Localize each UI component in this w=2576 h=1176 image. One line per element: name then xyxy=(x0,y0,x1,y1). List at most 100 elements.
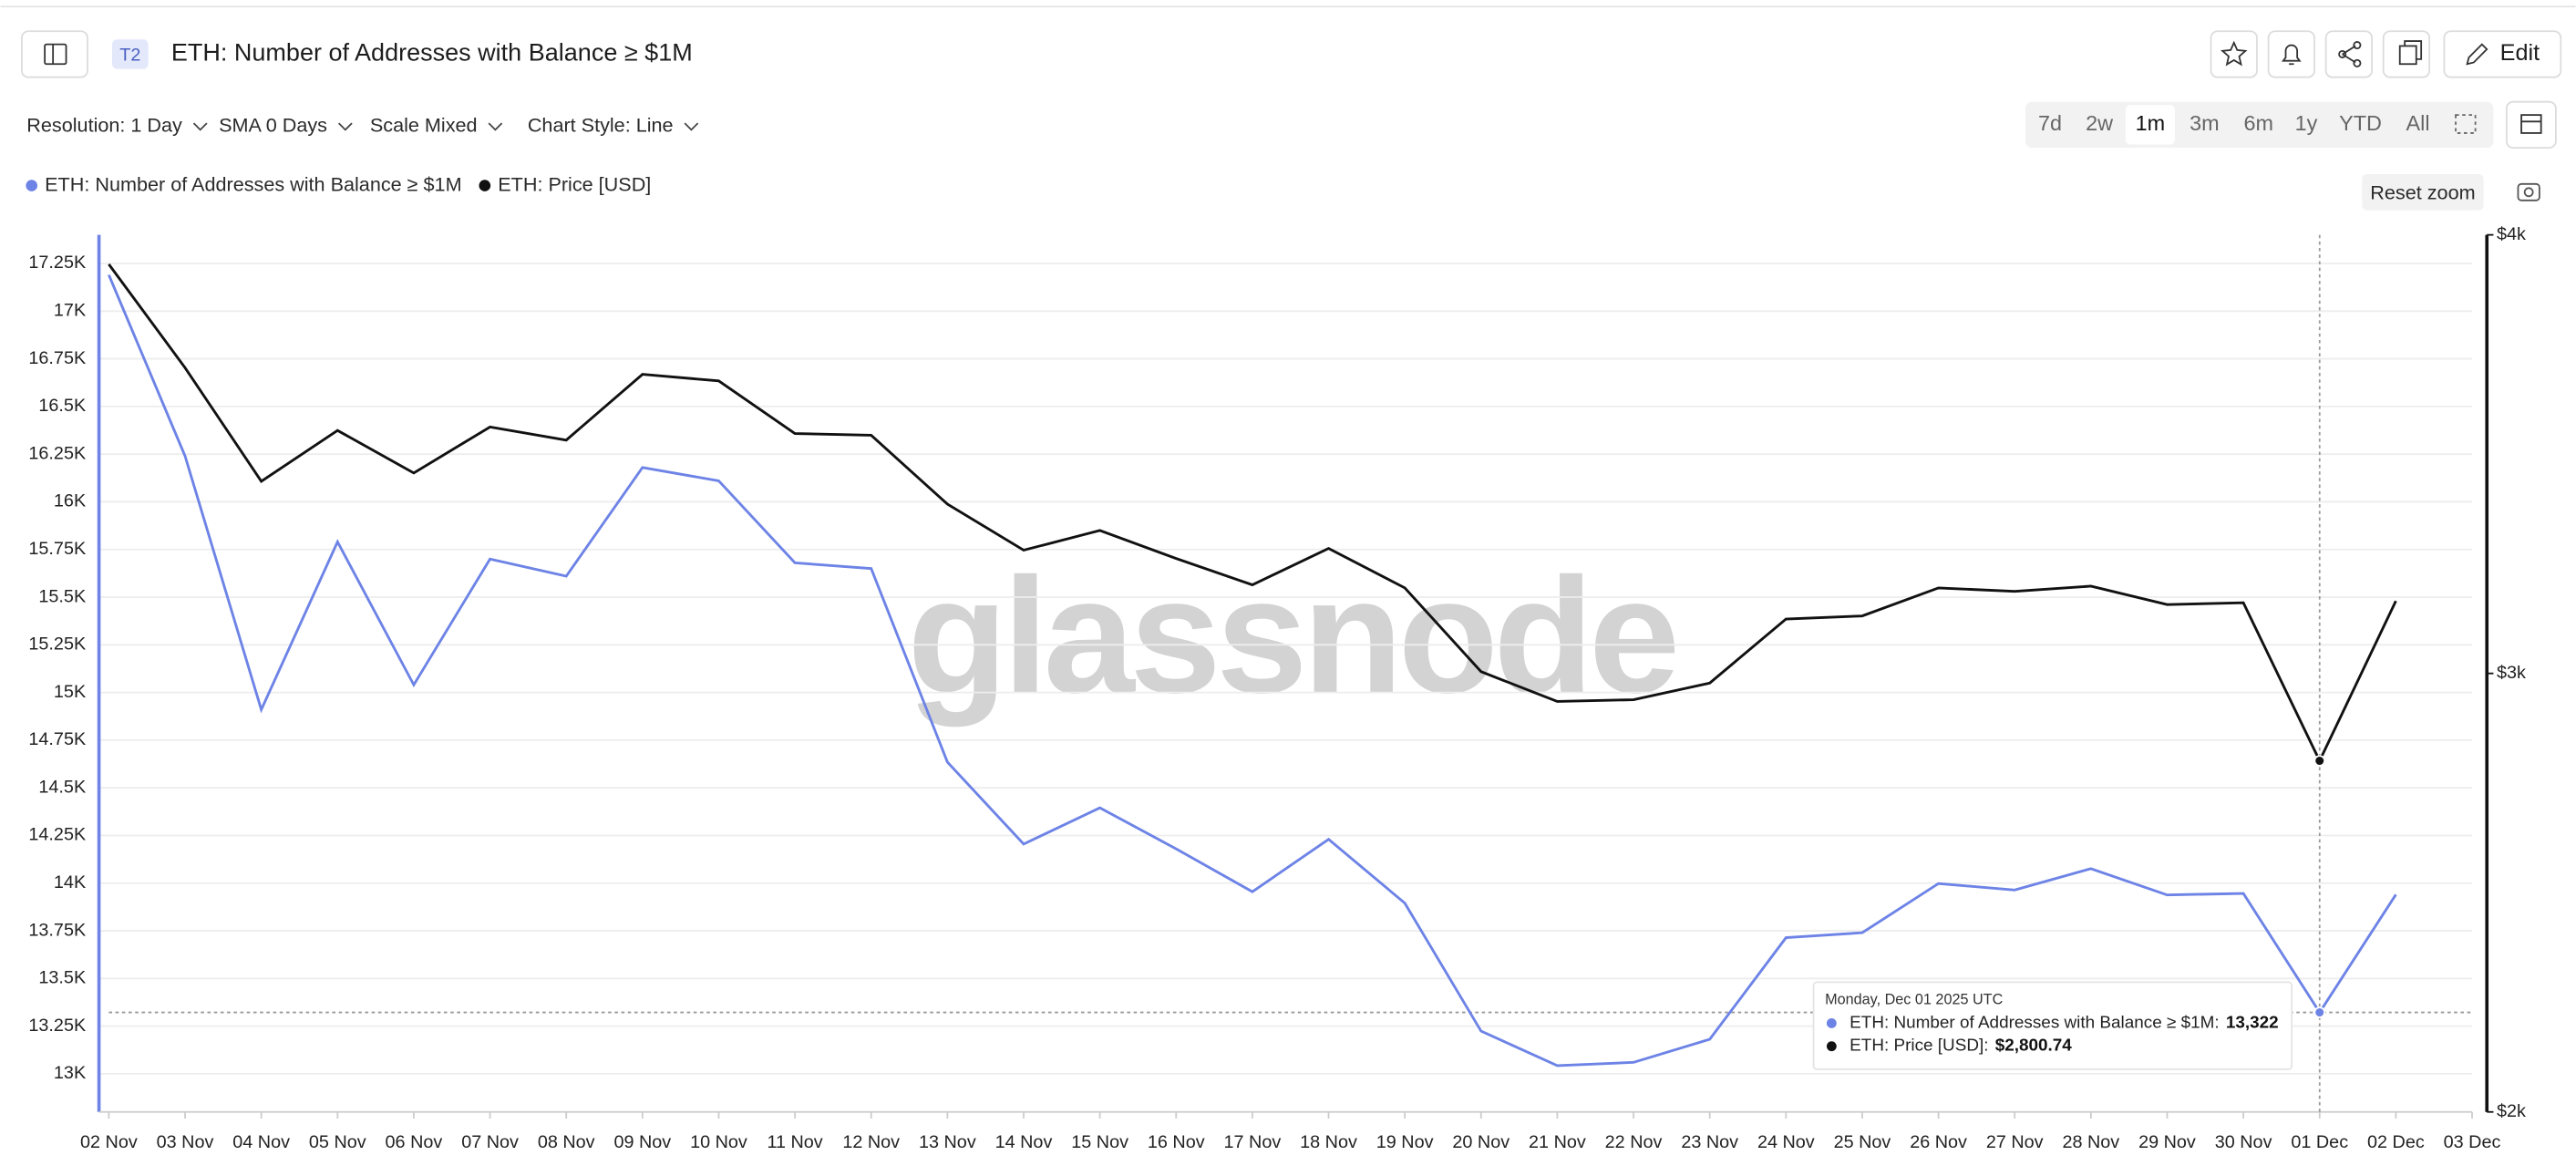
sidebar-icon xyxy=(44,43,67,66)
x-tick-label: 18 Nov xyxy=(1300,1132,1357,1152)
x-tick-label: 14 Nov xyxy=(995,1132,1053,1152)
badge: T2 xyxy=(119,45,140,65)
controls: Resolution: 1 Day SMA 0 Days Scale Mixed Ch… xyxy=(26,113,699,136)
calendar-button[interactable] xyxy=(2505,100,2557,150)
bell-icon xyxy=(2282,44,2302,66)
edit-button[interactable] xyxy=(2443,30,2562,78)
range-buttons: 7d 2w 1m 3m 6m 1y YTD All xyxy=(2038,105,2430,145)
control-label[interactable]: Chart Style: Line xyxy=(528,113,674,136)
x-tick-label: 09 Nov xyxy=(613,1132,671,1152)
x-tick-label: 22 Nov xyxy=(1605,1132,1663,1152)
x-tick-label: 20 Nov xyxy=(1452,1132,1510,1152)
y-tick-label: 16K xyxy=(54,491,86,511)
tooltip-dot xyxy=(1826,1041,1837,1052)
tooltip-label: ETH: Number of Addresses with Balance ≥ … xyxy=(1850,1013,2219,1032)
y-tick-label: 16.75K xyxy=(28,348,86,368)
y-tick-label: 14K xyxy=(54,872,86,892)
header: T2 ETH: Number of Addresses with Balance… xyxy=(21,30,2562,78)
copy-button[interactable] xyxy=(2382,30,2431,78)
range-active-bg xyxy=(2125,105,2175,145)
hover-point xyxy=(2313,1006,2326,1018)
pencil-icon xyxy=(2466,43,2488,66)
tooltip: Monday, Dec 01 2025 UTC ETH: Number of Ad… xyxy=(1812,981,2293,1070)
control-label[interactable]: Scale Mixed xyxy=(370,113,478,136)
x-tick-label: 03 Nov xyxy=(157,1132,214,1152)
zoom-select-icon[interactable] xyxy=(2455,114,2477,134)
x-tick-label: 01 Dec xyxy=(2291,1132,2348,1152)
y-tick-label: 17.25K xyxy=(28,253,86,273)
reset-zoom-button[interactable] xyxy=(2362,173,2484,211)
sidebar-toggle[interactable] xyxy=(21,30,88,78)
share-dot xyxy=(2338,49,2347,58)
tooltip-dot xyxy=(1826,1018,1837,1028)
x-tick-label: 25 Nov xyxy=(1834,1132,1891,1152)
hover-point xyxy=(2313,755,2326,767)
legend-label[interactable]: ETH: Price [USD] xyxy=(498,172,651,195)
camera-lens xyxy=(2523,187,2534,198)
star-icon xyxy=(2220,40,2248,67)
range-button[interactable]: 1m xyxy=(2136,111,2166,135)
y-tick-label: 17K xyxy=(54,301,86,321)
x-tick-label: 15 Nov xyxy=(1071,1132,1128,1152)
x-tick-label: 10 Nov xyxy=(690,1132,747,1152)
x-tick-label: 02 Dec xyxy=(2367,1132,2425,1152)
x-tick-label: 29 Nov xyxy=(2138,1132,2196,1152)
series-line xyxy=(108,263,2397,764)
range-button[interactable]: 3m xyxy=(2190,111,2220,135)
x-tick-label: 05 Nov xyxy=(309,1132,366,1152)
x-tick-label: 04 Nov xyxy=(232,1132,290,1152)
y-tick-label: 14.25K xyxy=(28,825,86,845)
copy-icon-back xyxy=(2404,40,2423,60)
y-tick-label: 14.75K xyxy=(28,729,86,749)
y-tick-label: 16.25K xyxy=(28,443,86,463)
x-tick-label: 26 Nov xyxy=(1910,1132,1967,1152)
y-tick-label: 15.25K xyxy=(28,634,86,655)
x-tick-label: 27 Nov xyxy=(1986,1132,2044,1152)
range-button[interactable]: 1y xyxy=(2295,111,2318,135)
y-tick-label: 13.5K xyxy=(38,968,86,988)
range-button[interactable]: YTD xyxy=(2339,111,2382,135)
x-tick-label: 17 Nov xyxy=(1224,1132,1282,1152)
x-tick-label: 13 Nov xyxy=(919,1132,976,1152)
series-line xyxy=(108,274,2397,1068)
y-tick-label: 14.5K xyxy=(38,777,86,797)
x-tick-label: 23 Nov xyxy=(1681,1132,1738,1152)
range-button[interactable]: 6m xyxy=(2244,111,2274,135)
control-label[interactable]: SMA 0 Days xyxy=(219,113,327,136)
share-dot xyxy=(2353,58,2362,67)
y-tick-label: 13K xyxy=(54,1063,86,1083)
share-button[interactable] xyxy=(2324,30,2374,78)
y-tick-label: 16.5K xyxy=(38,396,86,416)
tooltip-title: Monday, Dec 01 2025 UTC xyxy=(1825,992,2003,1008)
x-tick-label: 30 Nov xyxy=(2215,1132,2272,1152)
x-tick-label: 24 Nov xyxy=(1757,1132,1815,1152)
legend-dot xyxy=(479,180,491,191)
x-tick-label: 16 Nov xyxy=(1148,1132,1205,1152)
y-tick-label: 15.75K xyxy=(28,539,86,559)
range-button[interactable]: 7d xyxy=(2038,111,2062,135)
reset-zoom-label: Reset zoom xyxy=(2370,181,2475,203)
control-label[interactable]: Resolution: 1 Day xyxy=(26,113,182,136)
share-dot xyxy=(2353,41,2362,50)
y-tick-label: 15K xyxy=(54,682,86,702)
chevron xyxy=(337,122,353,131)
range-button[interactable]: All xyxy=(2406,111,2430,135)
x-tick-label: 28 Nov xyxy=(2062,1132,2119,1152)
edit-label: Edit xyxy=(2500,40,2540,66)
y-tick-label: 13.25K xyxy=(28,1016,86,1036)
y-tick-label: 13.75K xyxy=(28,920,86,940)
legend-label[interactable]: ETH: Number of Addresses with Balance ≥ … xyxy=(45,172,461,195)
x-tick-label: 08 Nov xyxy=(538,1132,595,1152)
star-button[interactable] xyxy=(2210,30,2258,78)
badge-bg xyxy=(112,39,149,69)
alert-button[interactable] xyxy=(2267,30,2315,78)
x-tick-label: 06 Nov xyxy=(386,1132,443,1152)
y-tick-label: 15.5K xyxy=(38,586,86,606)
chevron xyxy=(684,122,699,131)
y2-tick-label: $2k xyxy=(2497,1101,2526,1121)
title: ETH: Number of Addresses with Balance ≥ … xyxy=(171,39,693,67)
chart: 13K 13.25K 13.5K 13.75K 14K 14.25K 14.5K 14.75K… xyxy=(26,172,2526,1152)
x-tick-label: 21 Nov xyxy=(1529,1132,1586,1152)
camera-icon[interactable] xyxy=(2517,182,2540,201)
range-button[interactable]: 2w xyxy=(2086,111,2113,135)
